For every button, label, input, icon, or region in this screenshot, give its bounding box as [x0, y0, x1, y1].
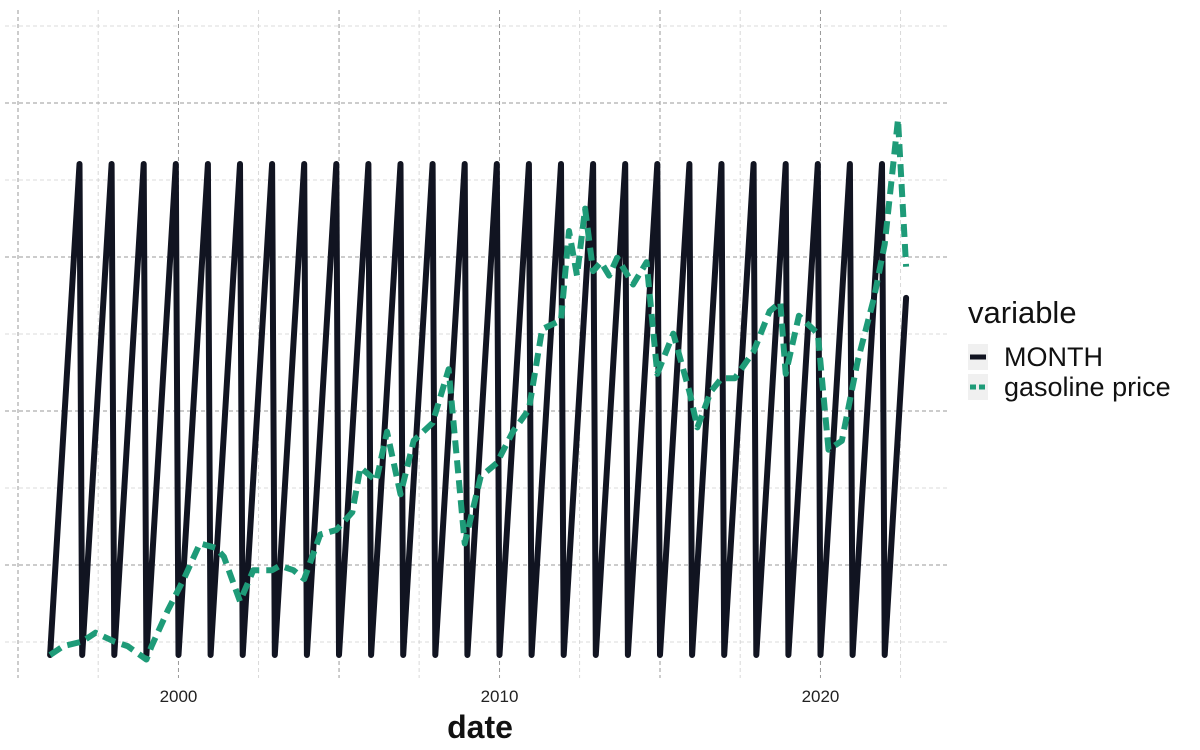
legend-label-gasoline: gasoline price: [1004, 372, 1171, 402]
legend-key-bg-gasoline: [968, 374, 988, 400]
x-axis-label: date: [447, 709, 513, 745]
series-layer: [47, 116, 910, 663]
legend-label-month: MONTH: [1004, 342, 1103, 372]
legend: variable MONTH gasoline price: [968, 295, 1171, 402]
legend-title: variable: [968, 295, 1077, 330]
series-line-gasoline-price: [48, 116, 910, 663]
x-tick-label: 2020: [802, 687, 840, 706]
x-tick-label: 2000: [160, 687, 198, 706]
series-line-month: [47, 161, 910, 658]
x-tick-labels: 2000 2010 2020: [160, 687, 840, 706]
x-tick-label: 2010: [481, 687, 519, 706]
